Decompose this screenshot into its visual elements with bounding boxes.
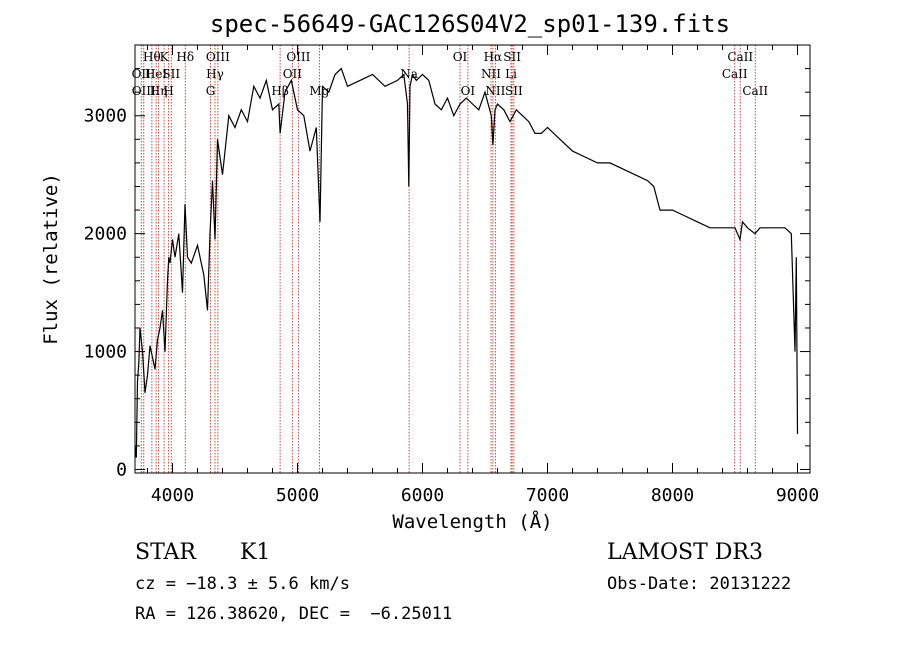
x-tick-label: 8000: [651, 485, 694, 506]
line-label-oiii: OIII: [206, 50, 230, 64]
x-tick-label: 5000: [276, 485, 319, 506]
x-tick-label: 6000: [401, 485, 444, 506]
line-label-oiii: OIII: [286, 50, 310, 64]
line-label-hη: Hη: [150, 84, 168, 98]
line-label-oi: OI: [461, 84, 476, 98]
line-label-hδ: Hδ: [176, 50, 194, 64]
line-label-sii: SII: [503, 50, 521, 64]
line-label-caii: CaII: [727, 50, 753, 64]
line-label-oi: OI: [453, 50, 468, 64]
flux-series-line: [134, 67, 799, 458]
line-label-hγ: Hγ: [206, 67, 224, 81]
spectral-line-markers: [140, 45, 756, 473]
line-label-sii: SII: [505, 84, 523, 98]
x-tick-label: 9000: [776, 485, 819, 506]
coordinates: RA = 126.38620, DEC = −6.25011: [135, 604, 453, 624]
line-label-hα: Hα: [484, 50, 503, 64]
x-axis-label: Wavelength (Å): [392, 510, 552, 533]
y-tick-label: 2000: [84, 224, 127, 245]
plot-frame: [134, 44, 811, 474]
line-label-nii: NII: [481, 67, 501, 81]
line-label-hei: HeI: [145, 67, 168, 81]
line-label-h: H: [163, 84, 173, 98]
line-label-caii: CaII: [742, 84, 768, 98]
x-tick-label: 4000: [151, 485, 194, 506]
line-label-caii: CaII: [722, 67, 748, 81]
redshift-cz: cz = −18.3 ± 5.6 km/s: [135, 574, 350, 594]
y-axis: 0 1000 2000 3000: [84, 68, 810, 480]
line-label-g: G: [206, 84, 216, 98]
spectral-line-labels: OIIOIIIHθHeIHηKHSIIHδGHγOIIIHβOIIOIIIMgN…: [132, 50, 769, 98]
line-label-nii: NII: [485, 84, 505, 98]
line-label-oiii: OIII: [132, 84, 156, 98]
y-tick-label: 3000: [84, 106, 127, 127]
object-subclass: K1: [240, 540, 271, 565]
y-tick-label: 1000: [84, 342, 127, 363]
x-axis: 4000 5000 6000 7000 8000 9000: [147, 45, 819, 506]
x-tick-label: 7000: [526, 485, 569, 506]
object-class: STAR: [135, 540, 196, 565]
line-label-oii: OII: [132, 67, 152, 81]
line-label-mg: Mg: [309, 84, 329, 98]
y-tick-label: 0: [116, 459, 127, 480]
survey-name: LAMOST DR3: [607, 540, 763, 565]
line-label-li: Li: [505, 67, 517, 81]
line-label-oii: OII: [283, 67, 303, 81]
observation-date: Obs-Date: 20131222: [607, 574, 792, 594]
line-label-sii: SII: [162, 67, 180, 81]
line-label-k: K: [160, 50, 170, 64]
y-axis-label: Flux (relative): [40, 173, 62, 345]
line-label-hθ: Hθ: [143, 50, 161, 64]
chart-title: spec-56649-GAC126S04V2_sp01-139.fits: [210, 10, 730, 38]
